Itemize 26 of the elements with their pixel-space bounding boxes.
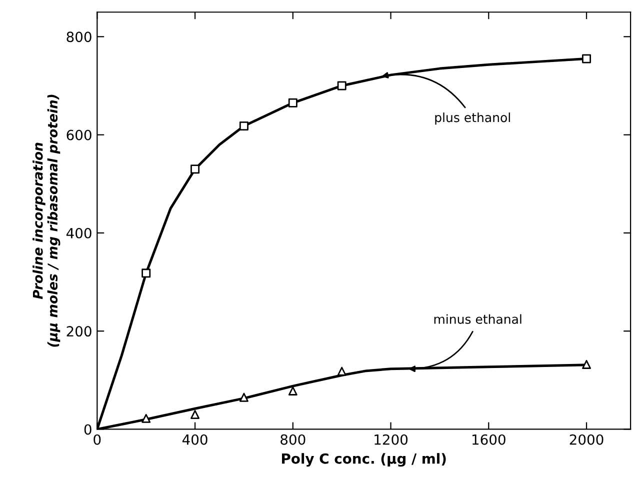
x-tick-label: 2000 bbox=[570, 434, 604, 445]
y-tick-label: 600 bbox=[66, 130, 92, 140]
x-tick-label: 1600 bbox=[472, 434, 506, 445]
x-tick-label: 800 bbox=[280, 434, 306, 445]
annotation: plus ethanol bbox=[435, 112, 510, 125]
x-tick-label: 0 bbox=[94, 434, 101, 445]
point bbox=[288, 98, 298, 108]
y-tick-label: 400 bbox=[66, 228, 92, 238]
x-tick-label: 1200 bbox=[374, 434, 408, 445]
point bbox=[582, 360, 592, 369]
y-axis-title: Proline incorporation (μμ moles / mg ribasomal protein) bbox=[32, 94, 60, 347]
y-tick-label: 0 bbox=[84, 424, 92, 435]
point bbox=[288, 386, 298, 396]
point bbox=[190, 164, 200, 174]
point bbox=[190, 410, 200, 420]
y-tick-label: 200 bbox=[66, 326, 92, 337]
point bbox=[142, 414, 151, 423]
y-tick-label: 800 bbox=[66, 32, 92, 42]
point bbox=[337, 81, 346, 90]
x-tick-label: 400 bbox=[182, 434, 208, 445]
point bbox=[239, 121, 248, 130]
point bbox=[582, 54, 592, 64]
x-axis-title: Poly C conc. (μg / ml) bbox=[282, 453, 446, 467]
point bbox=[239, 392, 248, 402]
annotation: minus ethanal bbox=[434, 314, 522, 324]
point bbox=[142, 268, 151, 278]
